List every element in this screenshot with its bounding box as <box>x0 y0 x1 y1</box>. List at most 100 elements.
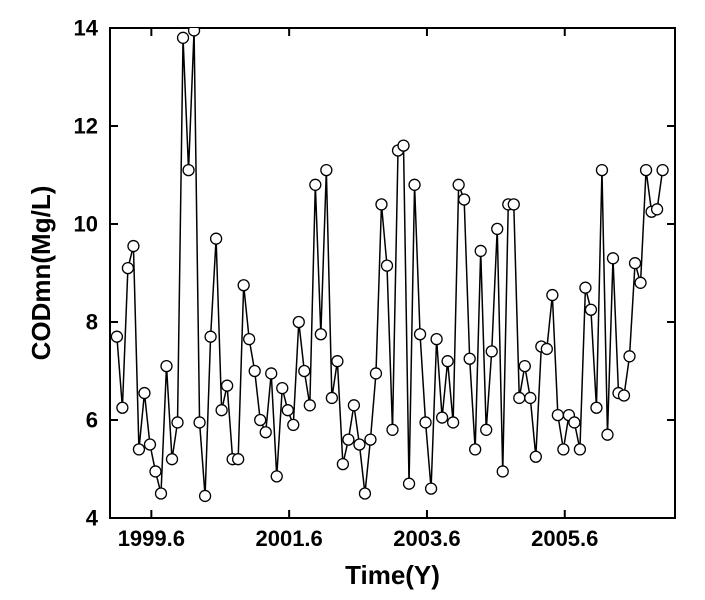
data-point <box>492 223 503 234</box>
data-point <box>591 402 602 413</box>
data-point <box>547 290 558 301</box>
data-point <box>585 304 596 315</box>
data-point <box>222 380 233 391</box>
data-point <box>299 366 310 377</box>
data-point <box>481 424 492 435</box>
data-point <box>111 331 122 342</box>
data-point <box>117 402 128 413</box>
data-point <box>343 434 354 445</box>
y-tick-label: 14 <box>74 16 99 41</box>
data-point <box>277 383 288 394</box>
data-point <box>431 334 442 345</box>
data-point <box>183 165 194 176</box>
data-point <box>326 392 337 403</box>
data-point <box>282 405 293 416</box>
data-point <box>453 179 464 190</box>
data-point <box>293 317 304 328</box>
series-group <box>111 25 668 502</box>
data-point <box>514 392 525 403</box>
data-point <box>211 233 222 244</box>
data-point <box>607 253 618 264</box>
data-point <box>387 424 398 435</box>
data-point <box>321 165 332 176</box>
data-point <box>304 400 315 411</box>
data-point <box>475 245 486 256</box>
data-point <box>426 483 437 494</box>
data-point <box>448 417 459 428</box>
data-point <box>288 419 299 430</box>
data-point <box>315 329 326 340</box>
data-point <box>525 392 536 403</box>
data-point <box>574 444 585 455</box>
x-tick-label: 2005.6 <box>531 526 598 551</box>
data-point <box>233 454 244 465</box>
data-point <box>415 329 426 340</box>
line-chart: 4681012141999.62001.62003.62005.6Time(Y)… <box>0 0 705 600</box>
data-point <box>365 434 376 445</box>
data-point <box>332 356 343 367</box>
chart-container: 4681012141999.62001.62003.62005.6Time(Y)… <box>0 0 705 600</box>
data-point <box>216 405 227 416</box>
data-point <box>459 194 470 205</box>
data-point <box>310 179 321 190</box>
data-point <box>398 140 409 151</box>
data-point <box>630 258 641 269</box>
data-point <box>580 282 591 293</box>
data-point <box>255 415 266 426</box>
data-point <box>552 410 563 421</box>
y-tick-label: 6 <box>86 408 98 433</box>
data-point <box>437 412 448 423</box>
data-point <box>238 280 249 291</box>
data-point <box>381 260 392 271</box>
data-point <box>657 165 668 176</box>
data-point <box>128 241 139 252</box>
data-point <box>420 417 431 428</box>
data-point <box>172 417 183 428</box>
x-axis-title: Time(Y) <box>345 560 440 590</box>
data-point <box>249 366 260 377</box>
y-axis-title: CODmn(Mg/L) <box>26 186 56 361</box>
data-point <box>178 32 189 43</box>
y-tick-label: 12 <box>74 114 98 139</box>
data-point <box>133 444 144 455</box>
data-point <box>602 429 613 440</box>
data-point <box>519 361 530 372</box>
data-point <box>161 361 172 372</box>
data-point <box>470 444 481 455</box>
data-point <box>260 427 271 438</box>
data-point <box>139 388 150 399</box>
data-point <box>354 439 365 450</box>
data-point <box>404 478 415 489</box>
data-point <box>150 466 161 477</box>
data-point <box>508 199 519 210</box>
data-point <box>442 356 453 367</box>
data-point <box>205 331 216 342</box>
data-point <box>370 368 381 379</box>
data-point <box>167 454 178 465</box>
data-point <box>409 179 420 190</box>
data-point <box>569 417 580 428</box>
data-point <box>624 351 635 362</box>
y-tick-label: 4 <box>86 506 99 531</box>
data-point <box>194 417 205 428</box>
data-point <box>635 277 646 288</box>
data-point <box>348 400 359 411</box>
data-point <box>619 390 630 401</box>
data-point <box>200 490 211 501</box>
data-point <box>189 25 200 36</box>
data-point <box>271 471 282 482</box>
data-point <box>464 353 475 364</box>
data-point <box>155 488 166 499</box>
data-point <box>376 199 387 210</box>
data-point <box>530 451 541 462</box>
y-tick-label: 8 <box>86 310 98 335</box>
y-tick-label: 10 <box>74 212 98 237</box>
data-point <box>266 368 277 379</box>
data-point <box>337 459 348 470</box>
data-point <box>244 334 255 345</box>
data-point <box>497 466 508 477</box>
x-tick-label: 1999.6 <box>118 526 185 551</box>
data-point <box>359 488 370 499</box>
data-point <box>641 165 652 176</box>
data-point <box>122 263 133 274</box>
